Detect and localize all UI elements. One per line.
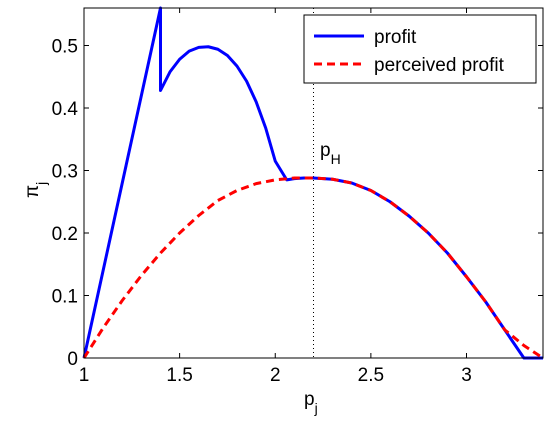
y-tick-label: 0 bbox=[67, 349, 78, 370]
tick-layer: 1 1.5 2 2.5 3 0 0.1 0.2 0.3 0.4 0.5 bbox=[52, 8, 543, 386]
y-tick-label: 0.5 bbox=[52, 37, 78, 58]
series-layer bbox=[82, 6, 544, 360]
y-axis-label-main: π bbox=[22, 185, 43, 198]
x-tick-label: 1 bbox=[79, 365, 90, 386]
annotation-main: p bbox=[320, 140, 331, 161]
plot-frame bbox=[83, 7, 544, 359]
x-tick-label: 3 bbox=[461, 365, 472, 386]
x-tick-label: 2.5 bbox=[358, 365, 384, 386]
x-axis-label-main: p bbox=[304, 389, 315, 410]
x-axis-label: pj bbox=[304, 389, 318, 416]
y-tick-label: 0.4 bbox=[52, 99, 79, 120]
y-axis-label-sub: j bbox=[33, 182, 49, 186]
legend-label-perceived-profit: perceived profit bbox=[374, 55, 505, 76]
y-tick-label: 0.3 bbox=[52, 162, 78, 183]
legend-box bbox=[303, 14, 537, 84]
legend: profit perceived profit bbox=[303, 14, 537, 84]
annotation-pH: pH bbox=[320, 140, 341, 167]
x-tick-label: 1.5 bbox=[166, 365, 192, 386]
x-axis-label-sub: j bbox=[314, 400, 318, 416]
y-tick-label: 0.1 bbox=[52, 287, 78, 308]
y-tick-label: 0.2 bbox=[52, 224, 78, 245]
y-axis-label: πj bbox=[22, 182, 49, 198]
series-line-perceived-profit bbox=[82, 176, 544, 360]
annotation-sub: H bbox=[331, 151, 341, 167]
x-tick-label: 2 bbox=[270, 365, 281, 386]
legend-label-profit: profit bbox=[374, 27, 417, 48]
